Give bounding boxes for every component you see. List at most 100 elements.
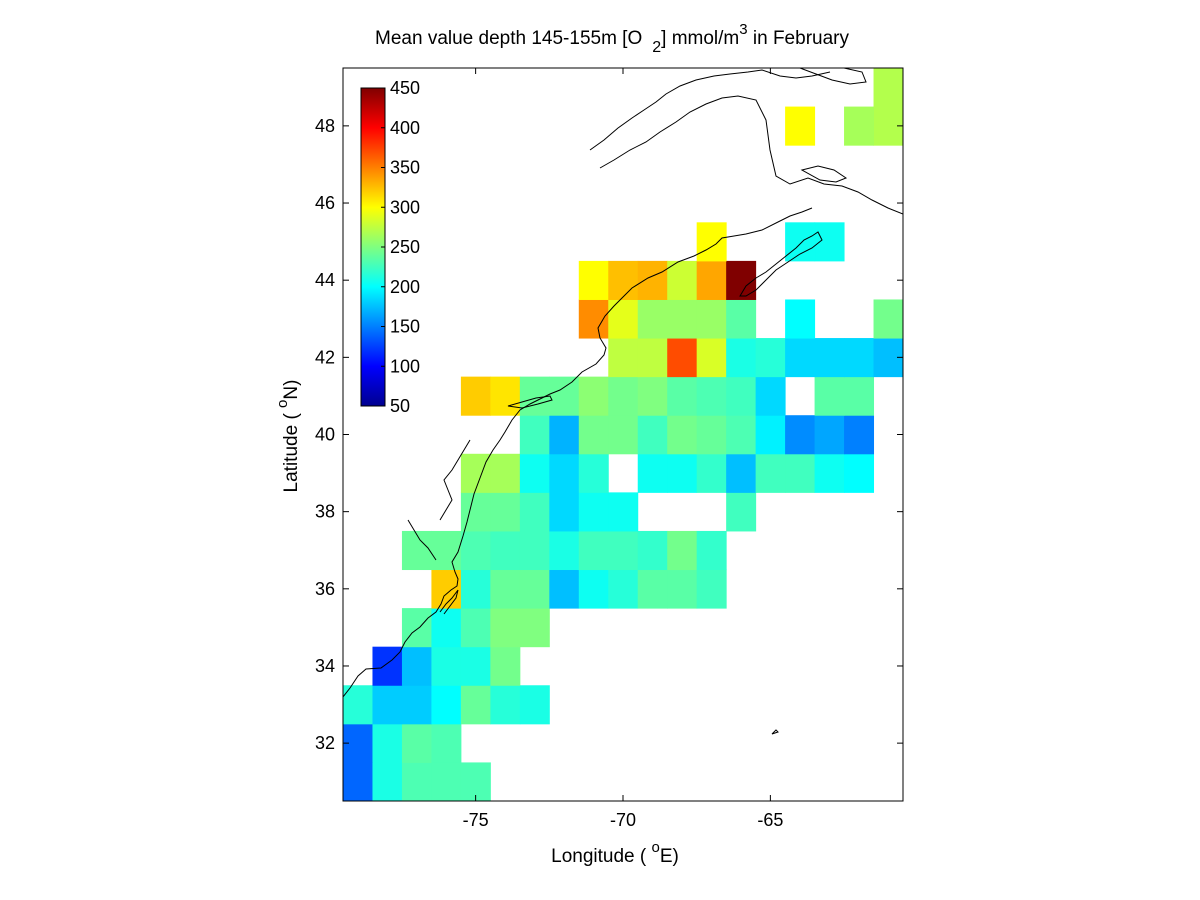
heatmap-cell-108: [785, 299, 816, 339]
heatmap-cell-51: [578, 492, 609, 532]
y-axis-label: Latitude ( oN): [274, 380, 302, 493]
heatmap-cell-106: [696, 299, 727, 339]
heatmap-cell-27: [460, 569, 491, 609]
heatmap-cell-113: [667, 260, 698, 300]
heatmap-cell-111: [608, 260, 639, 300]
heatmap-cell-105: [667, 299, 698, 339]
y-tick-label: 48: [315, 116, 335, 136]
y-tick-label: 40: [315, 425, 335, 445]
heatmap-cell-82: [549, 376, 580, 416]
heatmap-cell-94: [667, 338, 698, 378]
y-tick-label: 36: [315, 579, 335, 599]
heatmap-cell-84: [608, 376, 639, 416]
heatmap-cell-79: [460, 376, 491, 416]
colorbar-ticks: 50 100 150 200 250 300 350 400 450: [381, 78, 420, 416]
heatmap-cell-29: [519, 569, 550, 609]
heatmap-cell-48: [490, 492, 521, 532]
heatmap-cell-20: [490, 646, 521, 686]
colorbar-tick-label: 150: [390, 317, 420, 337]
coastline-us-east: [343, 207, 813, 698]
colorbar-tick-label: 400: [390, 118, 420, 138]
coastline-bermuda: [771, 729, 779, 735]
heatmap-cell-17: [401, 646, 432, 686]
heatmap-cell-44: [637, 530, 668, 571]
heatmap-cell-45: [667, 530, 698, 571]
heatmap-cell-39: [490, 530, 521, 571]
coastline-pei: [800, 165, 848, 183]
heatmap-cell-85: [637, 376, 668, 416]
x-tick-label: -75: [463, 810, 489, 830]
title-subscript: 2: [652, 39, 661, 56]
heatmap-cell-65: [814, 453, 845, 493]
heatmap-cell-14: [490, 685, 521, 725]
heatmap-cell-52: [608, 492, 639, 532]
y-tick-label: 34: [315, 656, 335, 676]
heatmap-cell-2: [401, 762, 432, 801]
heatmap-cell-12: [431, 685, 462, 725]
heatmap-cell-121: [785, 106, 816, 146]
heatmap-cell-50: [549, 492, 580, 532]
heatmap-cell-83: [578, 376, 609, 416]
heatmap-cell-35: [696, 569, 727, 609]
heatmap-cell-104: [637, 299, 668, 339]
y-axis: 32 34 36 38 40 42 44 46 48: [315, 116, 903, 753]
heatmap-cell-95: [696, 338, 727, 378]
coastline-south-shore: [599, 95, 903, 215]
heatmap-cell-34: [667, 569, 698, 609]
heatmap-cell-19: [460, 646, 491, 686]
heatmap-cell-15: [519, 685, 550, 725]
heatmap-cell-37: [431, 530, 462, 571]
heatmap-cell-127: [873, 68, 903, 69]
heatmap-cell-91: [844, 376, 875, 416]
coastline-long-island: [507, 395, 553, 409]
heatmap-cell-30: [549, 569, 580, 609]
heatmap-cell-9: [343, 685, 373, 725]
heatmap-cell-70: [608, 415, 639, 455]
heatmap-cell-71: [637, 415, 668, 455]
heatmap-cell-43: [608, 530, 639, 571]
heatmap-cell-46: [696, 530, 727, 571]
heatmap-cell-107: [726, 299, 757, 339]
heatmap-cell-38: [460, 530, 491, 571]
heatmap-cell-53: [726, 492, 757, 532]
heatmap-cell-64: [785, 453, 816, 493]
colorbar-tick-label: 50: [390, 396, 410, 416]
heatmap-cell-28: [490, 569, 521, 609]
heatmap-cell-21: [401, 608, 432, 648]
heatmap-cell-55: [490, 453, 521, 493]
heatmap-cell-86: [667, 376, 698, 416]
colorbar-tick-label: 300: [390, 197, 420, 217]
heatmap-cell-13: [460, 685, 491, 725]
heatmap-cell-23: [460, 608, 491, 648]
heatmap-cell-16: [372, 646, 403, 686]
heatmap-cell-22: [431, 608, 462, 648]
heatmap-cell-67: [519, 415, 550, 455]
heatmap-cell-112: [637, 260, 668, 300]
heatmap-cell-102: [578, 299, 609, 339]
y-tick-label: 32: [315, 733, 335, 753]
heatmap-cell-6: [372, 723, 403, 763]
heatmap-cell-24: [490, 608, 521, 648]
heatmap-cell-74: [726, 415, 757, 455]
heatmap-cell-73: [696, 415, 727, 455]
heatmap-cell-0: [343, 762, 373, 801]
x-tick-label: -70: [610, 810, 636, 830]
x-tick-label: -65: [757, 810, 783, 830]
heatmap-cell-62: [726, 453, 757, 493]
coastline-newfoundland: [799, 68, 867, 85]
x-axis: -75 -70 -65: [463, 68, 783, 830]
heatmap-cell-92: [608, 338, 639, 378]
heatmap-cell-61: [696, 453, 727, 493]
colorbar-tick-label: 250: [390, 237, 420, 257]
x-label-superscript: o: [652, 839, 660, 856]
heatmap-cell-36: [401, 530, 432, 571]
title-superscript: 3: [739, 21, 747, 38]
heatmap-cell-88: [726, 376, 757, 416]
heatmap-cell-69: [578, 415, 609, 455]
colorbar-tick-label: 100: [390, 356, 420, 376]
heatmap-cell-47: [460, 492, 491, 532]
heatmap-cell-100: [844, 338, 875, 378]
colorbar-tick-label: 200: [390, 277, 420, 297]
y-tick-label: 46: [315, 193, 335, 213]
